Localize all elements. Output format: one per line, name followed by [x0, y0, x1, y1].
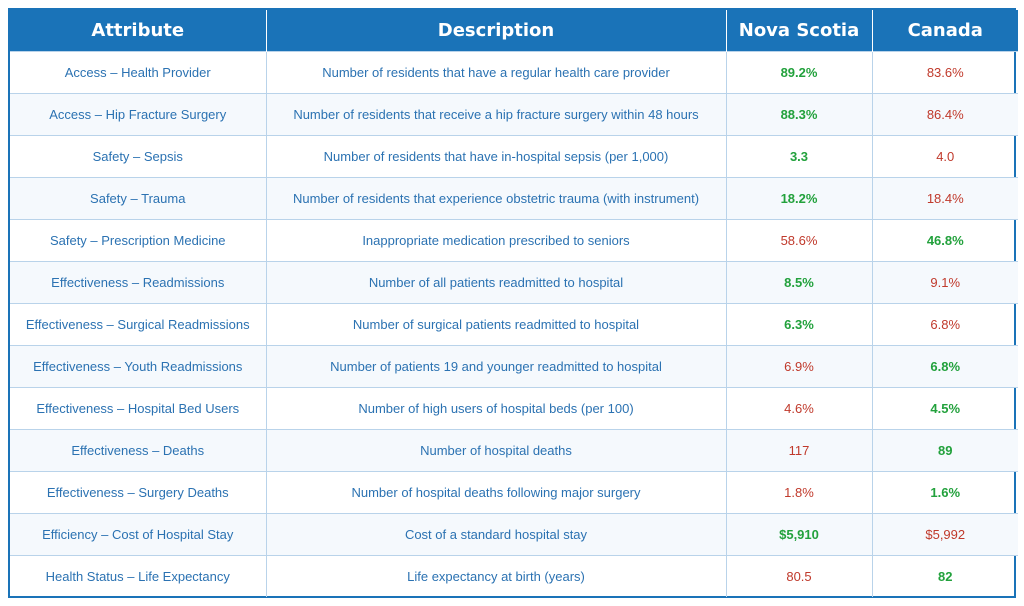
canada-value-cell: 4.0 — [872, 135, 1018, 178]
table-row: Safety – Prescription Medicine Inappropri… — [10, 219, 1018, 262]
attribute-cell: Access – Health Provider — [10, 51, 267, 94]
nova-scotia-value-cell: 89.2% — [726, 51, 873, 94]
attribute-cell: Safety – Sepsis — [10, 135, 267, 178]
attribute-cell: Safety – Trauma — [10, 177, 267, 220]
attribute-cell: Effectiveness – Readmissions — [10, 261, 267, 304]
description-cell: Number of residents that have in-hospita… — [266, 135, 727, 178]
table-row: Access – Hip Fracture Surgery Number of r… — [10, 93, 1018, 136]
column-header-canada: Canada — [872, 10, 1018, 52]
comparison-table-container: Attribute Description Nova Scotia Canada… — [8, 8, 1018, 598]
nova-scotia-value-cell: $5,910 — [726, 513, 873, 556]
canada-value-cell: 82 — [872, 555, 1018, 597]
attribute-cell: Safety – Prescription Medicine — [10, 219, 267, 262]
table-row: Efficiency – Cost of Hospital Stay Cost o… — [10, 513, 1018, 556]
attribute-cell: Effectiveness – Deaths — [10, 429, 267, 472]
table-row: Safety – Trauma Number of residents that … — [10, 177, 1018, 220]
canada-value-cell: 6.8% — [872, 345, 1018, 388]
canada-value-cell: 83.6% — [872, 51, 1018, 94]
canada-value-cell: 89 — [872, 429, 1018, 472]
table-row: Safety – Sepsis Number of residents that … — [10, 135, 1018, 178]
description-cell: Number of all patients readmitted to hos… — [266, 261, 727, 304]
nova-scotia-value-cell: 6.9% — [726, 345, 873, 388]
description-cell: Number of residents that have a regular … — [266, 51, 727, 94]
nova-scotia-value-cell: 58.6% — [726, 219, 873, 262]
description-cell: Number of hospital deaths — [266, 429, 727, 472]
nova-scotia-value-cell: 80.5 — [726, 555, 873, 597]
description-cell: Number of patients 19 and younger readmi… — [266, 345, 727, 388]
column-header-attribute: Attribute — [10, 10, 267, 52]
canada-value-cell: $5,992 — [872, 513, 1018, 556]
attribute-cell: Effectiveness – Surgery Deaths — [10, 471, 267, 514]
table-row: Effectiveness – Readmissions Number of al… — [10, 261, 1018, 304]
canada-value-cell: 86.4% — [872, 93, 1018, 136]
attribute-cell: Effectiveness – Youth Readmissions — [10, 345, 267, 388]
nova-scotia-value-cell: 4.6% — [726, 387, 873, 430]
table-row: Effectiveness – Surgery Deaths Number of … — [10, 471, 1018, 514]
nova-scotia-value-cell: 6.3% — [726, 303, 873, 346]
table-row: Effectiveness – Surgical Readmissions Num… — [10, 303, 1018, 346]
canada-value-cell: 18.4% — [872, 177, 1018, 220]
description-cell: Life expectancy at birth (years) — [266, 555, 727, 597]
canada-value-cell: 6.8% — [872, 303, 1018, 346]
attribute-cell: Health Status – Life Expectancy — [10, 555, 267, 597]
description-cell: Number of hospital deaths following majo… — [266, 471, 727, 514]
description-cell: Number of residents that receive a hip f… — [266, 93, 727, 136]
canada-value-cell: 1.6% — [872, 471, 1018, 514]
description-cell: Inappropriate medication prescribed to s… — [266, 219, 727, 262]
table-body: Access – Health Provider Number of reside… — [10, 51, 1018, 597]
attribute-cell: Access – Hip Fracture Surgery — [10, 93, 267, 136]
nova-scotia-value-cell: 117 — [726, 429, 873, 472]
canada-value-cell: 46.8% — [872, 219, 1018, 262]
nova-scotia-value-cell: 3.3 — [726, 135, 873, 178]
canada-value-cell: 9.1% — [872, 261, 1018, 304]
table-row: Effectiveness – Hospital Bed Users Number… — [10, 387, 1018, 430]
nova-scotia-value-cell: 1.8% — [726, 471, 873, 514]
nova-scotia-value-cell: 8.5% — [726, 261, 873, 304]
attribute-cell: Effectiveness – Surgical Readmissions — [10, 303, 267, 346]
attribute-cell: Effectiveness – Hospital Bed Users — [10, 387, 267, 430]
column-header-description: Description — [266, 10, 727, 52]
table-row: Health Status – Life Expectancy Life expe… — [10, 555, 1018, 597]
table-row: Effectiveness – Deaths Number of hospital… — [10, 429, 1018, 472]
table-row: Effectiveness – Youth Readmissions Number… — [10, 345, 1018, 388]
table-row: Access – Health Provider Number of reside… — [10, 51, 1018, 94]
nova-scotia-value-cell: 18.2% — [726, 177, 873, 220]
description-cell: Number of surgical patients readmitted t… — [266, 303, 727, 346]
description-cell: Number of residents that experience obst… — [266, 177, 727, 220]
description-cell: Number of high users of hospital beds (p… — [266, 387, 727, 430]
canada-value-cell: 4.5% — [872, 387, 1018, 430]
header-row: Attribute Description Nova Scotia Canada — [10, 10, 1018, 52]
nova-scotia-value-cell: 88.3% — [726, 93, 873, 136]
column-header-nova-scotia: Nova Scotia — [726, 10, 873, 52]
attribute-cell: Efficiency – Cost of Hospital Stay — [10, 513, 267, 556]
comparison-table: Attribute Description Nova Scotia Canada… — [10, 10, 1018, 597]
description-cell: Cost of a standard hospital stay — [266, 513, 727, 556]
